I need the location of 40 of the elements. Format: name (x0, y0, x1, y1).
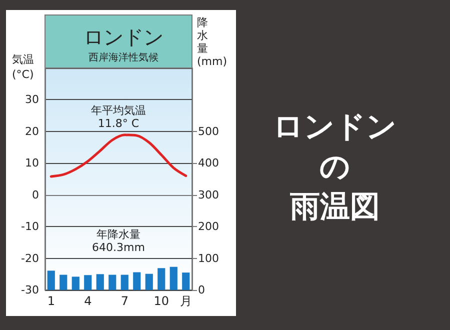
chart-subtitle: 西岸海洋性気候 (88, 52, 158, 64)
bar (182, 272, 190, 290)
y2-tick-label: 400 (198, 156, 219, 170)
x-tick-label: 1 (47, 294, 55, 308)
y2-tick-label: 200 (198, 220, 219, 234)
y-tick-label: 30 (25, 93, 39, 106)
annotation: 年平均気温 11.8° C (91, 104, 146, 130)
bar (84, 275, 92, 290)
bar (96, 274, 104, 290)
y2-tick-label: 500 (198, 124, 219, 138)
y2-tick-label: 0 (198, 284, 205, 296)
bar (133, 272, 141, 290)
x-tick-label: 月 (180, 294, 192, 308)
y-tick-label: 20 (25, 124, 39, 138)
bar (158, 268, 166, 290)
text: 雨温図 (289, 190, 380, 224)
x-tick-label: 4 (84, 294, 92, 308)
bar (47, 270, 55, 290)
text: の (320, 150, 350, 184)
y2-tick-label: 100 (198, 252, 219, 265)
y-tick-label: -10 (21, 220, 39, 234)
bar (72, 276, 80, 290)
y2-axis-title: 降水量 (mm) (197, 16, 228, 68)
x-tick-label: 7 (120, 294, 128, 308)
y-tick-label: -20 (21, 252, 39, 265)
y-tick-label: -30 (21, 284, 39, 296)
x-tick-label: 10 (154, 294, 170, 308)
bar (120, 274, 128, 290)
y-tick-label: 0 (32, 188, 39, 202)
bar (60, 274, 68, 290)
y-axis-title: 気温 (°C) (12, 53, 34, 81)
y2-tick-label: 300 (198, 188, 219, 202)
annotation: 年降水量 640.3mm (92, 228, 145, 254)
line-series (50, 134, 188, 178)
bar (108, 274, 116, 290)
y-tick-label: 10 (25, 156, 39, 170)
bar (170, 266, 178, 290)
bar (145, 274, 153, 290)
text: ロンドン (273, 110, 397, 144)
chart-title: ロンドン (84, 25, 164, 49)
